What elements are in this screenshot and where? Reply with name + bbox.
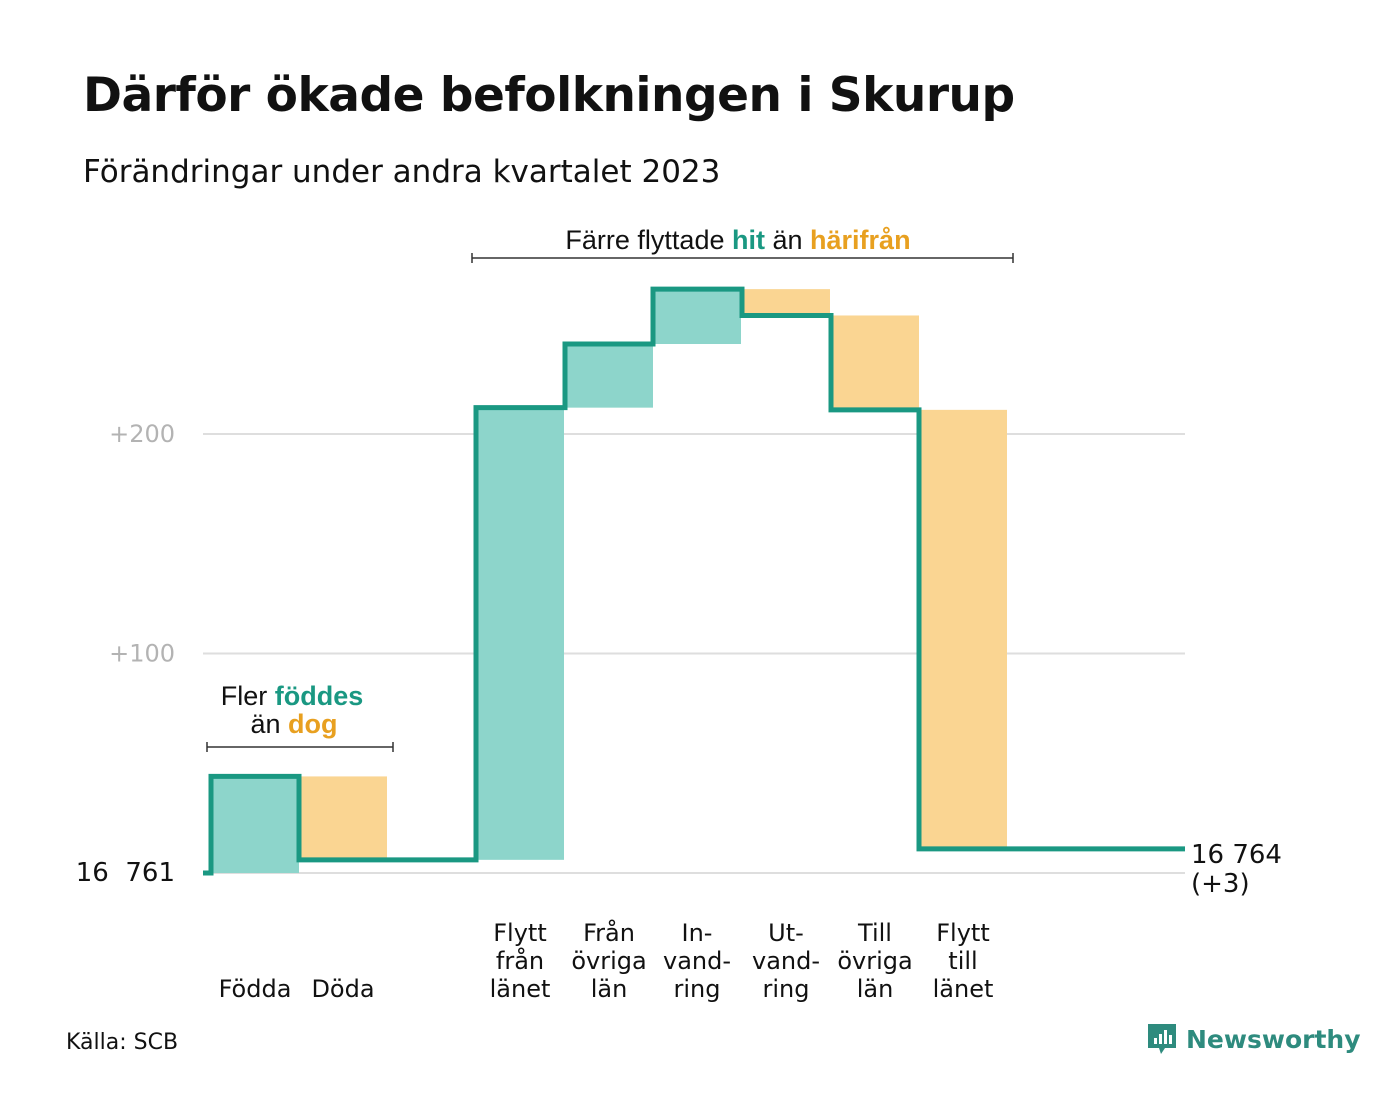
running-total-line xyxy=(203,286,1185,876)
bar-ring xyxy=(742,289,830,316)
x-category-label: Födda xyxy=(219,975,292,1003)
births-annotation-line2: än dog xyxy=(250,709,337,739)
x-category-label: Flytt xyxy=(493,919,547,947)
x-category-label: ring xyxy=(763,975,810,1003)
x-category-label: länet xyxy=(490,975,551,1003)
x-category-label: Från xyxy=(583,918,635,947)
moves-annotation-text: Färre flyttade hit än härifrån xyxy=(565,225,910,255)
end-change-label: (+3) xyxy=(1191,869,1250,899)
bar-län xyxy=(831,315,919,410)
bar-länet xyxy=(476,407,564,860)
x-category-label: län xyxy=(591,975,628,1003)
brand-logo[interactable]: Newsworthy xyxy=(1146,1022,1361,1056)
x-category-label: Flytt xyxy=(936,919,990,947)
y-axis-ticks: +200 +100 xyxy=(109,420,175,668)
x-category-label: till xyxy=(948,947,977,975)
bar-döda xyxy=(299,776,387,860)
births-annotation: Fler föddes än dog xyxy=(206,681,394,752)
moves-annotation: Färre flyttade hit än härifrån xyxy=(471,225,1014,263)
chart-subtitle: Förändringar under andra kvartalet 2023 xyxy=(83,154,721,190)
x-category-label: länet xyxy=(933,975,994,1003)
newsworthy-logo-icon xyxy=(1148,1024,1176,1054)
y-tick-label: +200 xyxy=(109,420,175,448)
x-category-label: Döda xyxy=(311,975,374,1003)
end-value-label: 16 764 xyxy=(1191,840,1282,870)
gridlines xyxy=(203,433,1185,874)
x-category-label: övriga xyxy=(837,947,912,975)
x-category-label: Till xyxy=(857,919,892,947)
bar-länet xyxy=(919,409,1007,849)
brand-name: Newsworthy xyxy=(1186,1024,1361,1054)
y-tick-label: +100 xyxy=(109,640,175,668)
x-category-label: övriga xyxy=(571,947,646,975)
x-category-label: vand- xyxy=(663,947,731,975)
x-category-label: In- xyxy=(682,919,713,947)
x-category-label: Ut- xyxy=(768,919,804,947)
bar-födda xyxy=(211,776,299,873)
x-category-label: ring xyxy=(674,975,721,1003)
bar-län xyxy=(565,344,653,408)
source-note: Källa: SCB xyxy=(66,1030,179,1055)
x-category-label: från xyxy=(496,946,544,975)
x-category-label: vand- xyxy=(752,947,820,975)
x-category-label: län xyxy=(857,975,894,1003)
chart-title: Därför ökade befolkningen i Skurup xyxy=(83,68,1015,123)
base-value-label: 16 761 xyxy=(76,858,175,888)
births-annotation-line1: Fler föddes xyxy=(221,681,364,711)
bars xyxy=(211,289,1007,873)
x-axis-labels: Födda DödaFlyttfrånlänetFrånövrigalänIn-v… xyxy=(219,918,994,1003)
bar-ring xyxy=(653,289,741,345)
